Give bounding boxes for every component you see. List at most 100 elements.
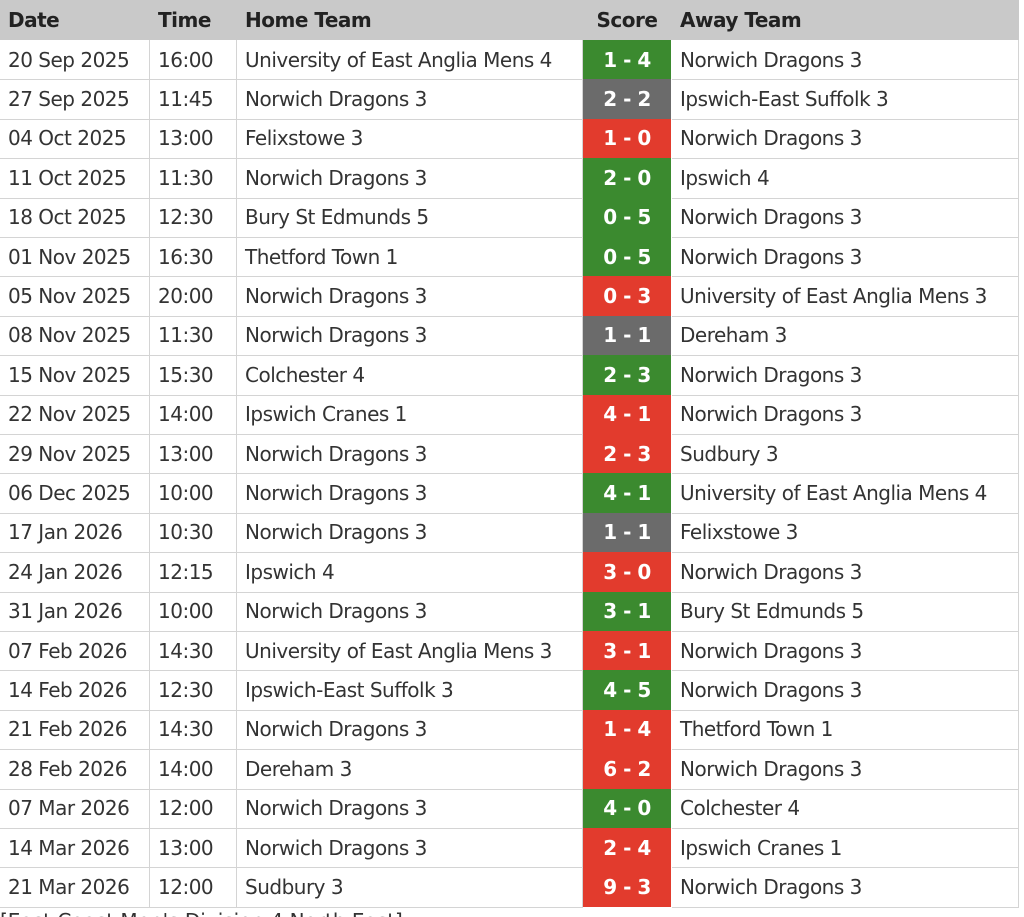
table-cell: Norwich Dragons 3 (237, 473, 583, 514)
table-cell: 15 Nov 2025 (0, 355, 150, 396)
table-cell: 12:15 (150, 552, 237, 593)
table-cell: Norwich Dragons 3 (672, 197, 1019, 238)
table-cell: Ipswich 4 (237, 552, 583, 593)
table-cell: Norwich Dragons 3 (237, 434, 583, 475)
table-cell: University of East Anglia Mens 4 (672, 473, 1019, 514)
score-cell: 1 - 4 (583, 709, 672, 751)
table-cell: 17 Jan 2026 (0, 512, 150, 554)
table-cell: 18 Oct 2025 (0, 197, 150, 238)
table-cell: Norwich Dragons 3 (672, 40, 1019, 81)
table-cell: Norwich Dragons 3 (237, 315, 583, 357)
table-cell: 01 Nov 2025 (0, 237, 150, 278)
table-cell: Norwich Dragons 3 (672, 670, 1019, 711)
table-cell: Sudbury 3 (672, 434, 1019, 475)
table-cell: 21 Mar 2026 (0, 867, 150, 908)
table-cell: Norwich Dragons 3 (672, 355, 1019, 396)
table-cell: Norwich Dragons 3 (672, 867, 1019, 908)
score-cell: 3 - 1 (583, 631, 672, 672)
table-cell: Norwich Dragons 3 (672, 394, 1019, 435)
table-cell: Norwich Dragons 3 (672, 631, 1019, 672)
table-cell: Norwich Dragons 3 (672, 237, 1019, 278)
table-cell: 12:00 (150, 867, 237, 908)
table-cell: 06 Dec 2025 (0, 473, 150, 514)
table-cell: 11:45 (150, 79, 237, 120)
table-cell: Norwich Dragons 3 (237, 591, 583, 632)
table-cell: University of East Anglia Mens 4 (237, 40, 583, 81)
score-cell: 2 - 0 (583, 158, 672, 199)
table-cell: 13:00 (150, 118, 237, 160)
table-cell: Thetford Town 1 (672, 709, 1019, 751)
table-cell: 14 Feb 2026 (0, 670, 150, 711)
score-cell: 2 - 4 (583, 828, 672, 869)
table-cell: Bury St Edmunds 5 (672, 591, 1019, 632)
table-cell: Norwich Dragons 3 (237, 788, 583, 829)
table-cell: 20:00 (150, 276, 237, 317)
table-cell: Ipswich Cranes 1 (672, 828, 1019, 869)
table-cell: 16:00 (150, 40, 237, 81)
table-cell: Bury St Edmunds 5 (237, 197, 583, 238)
column-header: Score (583, 0, 672, 40)
table-cell: 15:30 (150, 355, 237, 396)
table-cell: Norwich Dragons 3 (237, 79, 583, 120)
score-cell: 4 - 1 (583, 473, 672, 514)
table-cell: Sudbury 3 (237, 867, 583, 908)
table-cell: Norwich Dragons 3 (237, 512, 583, 554)
table-cell: 10:00 (150, 591, 237, 632)
table-cell: 27 Sep 2025 (0, 79, 150, 120)
table-cell: 07 Feb 2026 (0, 631, 150, 672)
table-cell: 14:30 (150, 709, 237, 751)
table-cell: 04 Oct 2025 (0, 118, 150, 160)
table-cell: 08 Nov 2025 (0, 315, 150, 357)
column-header: Home Team (237, 0, 583, 40)
table-cell: 20 Sep 2025 (0, 40, 150, 81)
table-cell: 14 Mar 2026 (0, 828, 150, 869)
table-cell: Ipswich-East Suffolk 3 (672, 79, 1019, 120)
score-cell: 1 - 1 (583, 315, 672, 357)
table-cell: Norwich Dragons 3 (672, 118, 1019, 160)
table-cell: Norwich Dragons 3 (672, 552, 1019, 593)
table-cell: Ipswich-East Suffolk 3 (237, 670, 583, 711)
table-cell: 13:00 (150, 828, 237, 869)
table-cell: Felixstowe 3 (672, 512, 1019, 554)
table-cell: Colchester 4 (672, 788, 1019, 829)
table-cell: 22 Nov 2025 (0, 394, 150, 435)
table-cell: 12:00 (150, 788, 237, 829)
table-cell: 14:30 (150, 631, 237, 672)
table-cell: 12:30 (150, 670, 237, 711)
table-cell: 16:30 (150, 237, 237, 278)
table-cell: 28 Feb 2026 (0, 749, 150, 790)
table-cell: 14:00 (150, 394, 237, 435)
score-cell: 2 - 2 (583, 79, 672, 120)
score-cell: 4 - 0 (583, 788, 672, 829)
score-cell: 3 - 1 (583, 591, 672, 632)
score-cell: 3 - 0 (583, 552, 672, 593)
table-cell: Ipswich 4 (672, 158, 1019, 199)
table-cell: University of East Anglia Mens 3 (237, 631, 583, 672)
table-cell: 24 Jan 2026 (0, 552, 150, 593)
table-cell: 13:00 (150, 434, 237, 475)
table-cell: 29 Nov 2025 (0, 434, 150, 475)
score-cell: 0 - 3 (583, 276, 672, 317)
table-cell: 11 Oct 2025 (0, 158, 150, 199)
table-cell: Dereham 3 (672, 315, 1019, 357)
table-cell: Norwich Dragons 3 (672, 749, 1019, 790)
score-cell: 4 - 5 (583, 670, 672, 711)
table-cell: 05 Nov 2025 (0, 276, 150, 317)
score-cell: 0 - 5 (583, 237, 672, 278)
table-cell: 07 Mar 2026 (0, 788, 150, 829)
table-cell: Felixstowe 3 (237, 118, 583, 160)
table-cell: 21 Feb 2026 (0, 709, 150, 751)
score-cell: 2 - 3 (583, 434, 672, 475)
table-cell: Colchester 4 (237, 355, 583, 396)
table-cell: 10:30 (150, 512, 237, 554)
score-cell: 0 - 5 (583, 197, 672, 238)
score-cell: 4 - 1 (583, 394, 672, 435)
score-cell: 2 - 3 (583, 355, 672, 396)
column-header: Time (150, 0, 237, 40)
table-cell: 14:00 (150, 749, 237, 790)
column-header: Date (0, 0, 150, 40)
score-cell: 9 - 3 (583, 867, 672, 908)
table-cell: 11:30 (150, 315, 237, 357)
column-header: Away Team (672, 0, 1019, 40)
